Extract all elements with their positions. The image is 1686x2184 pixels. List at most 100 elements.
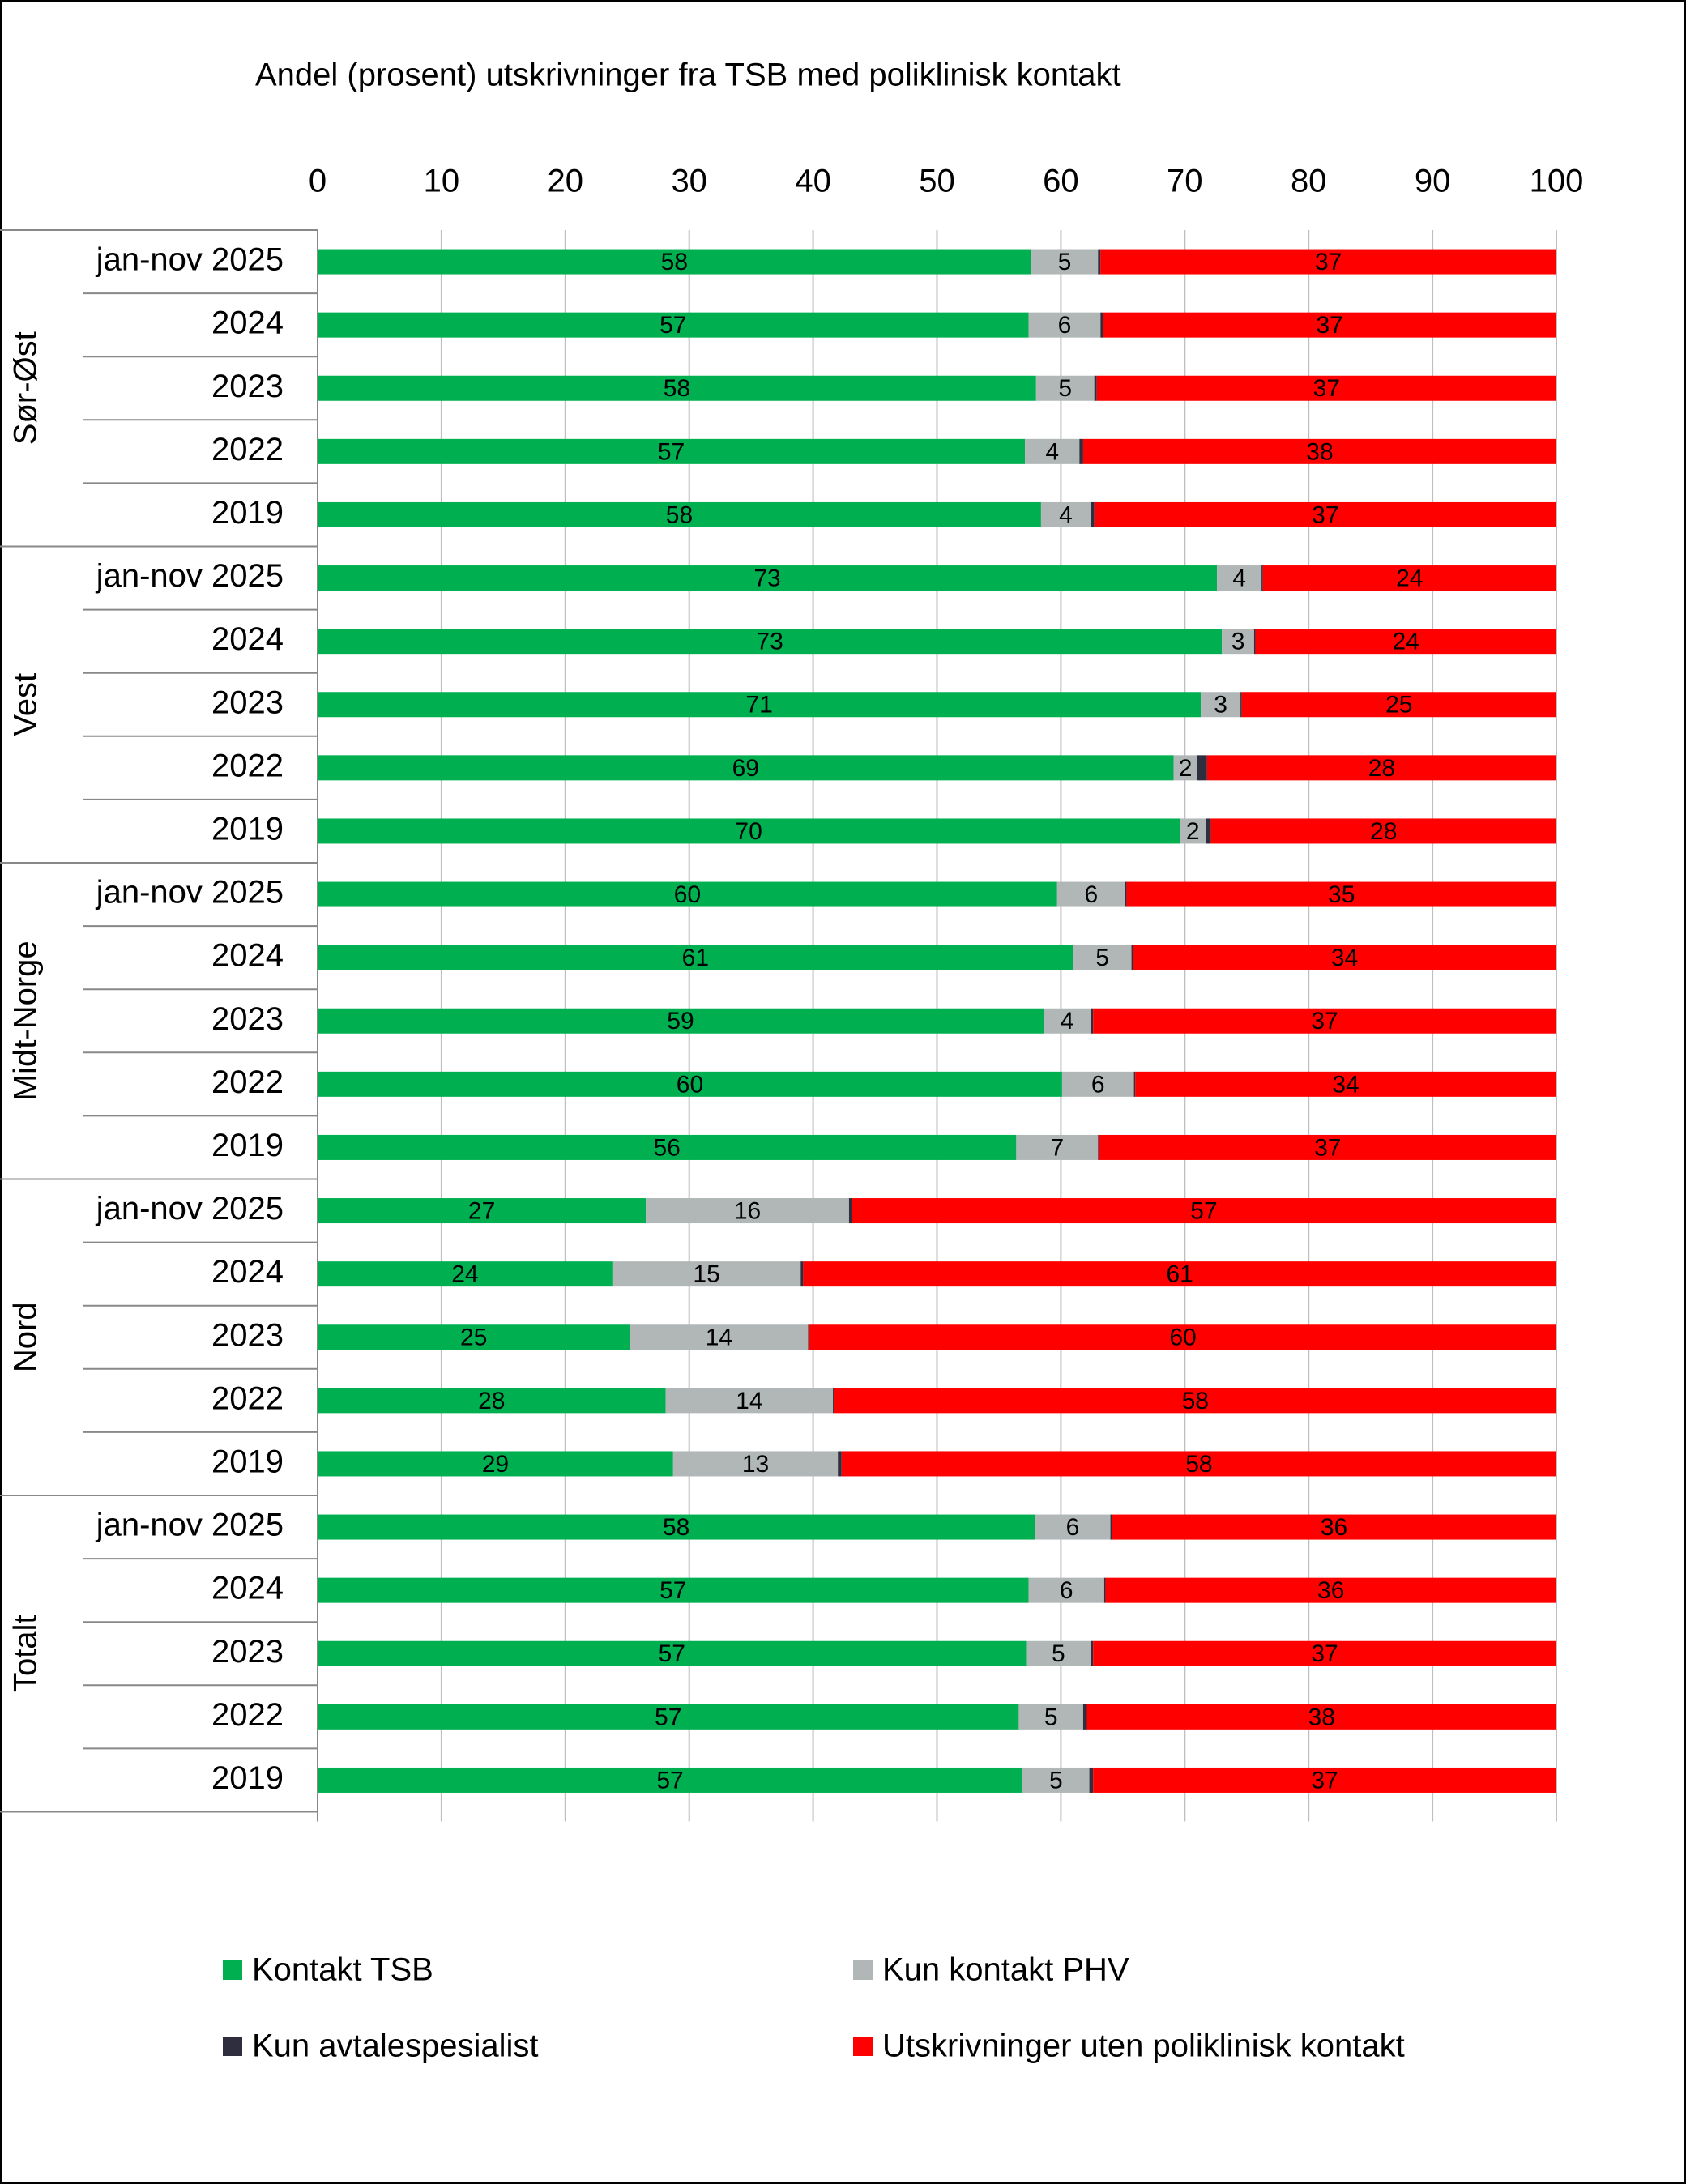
bar-segment (851, 1198, 1556, 1224)
bar-segment (1073, 945, 1132, 970)
data-label: 36 (1321, 1514, 1347, 1541)
bar-segment (1112, 1514, 1556, 1540)
data-label: 57 (659, 1577, 686, 1604)
bar-segment (1125, 881, 1127, 907)
data-label: 5 (1044, 1704, 1058, 1730)
data-label: 3 (1214, 692, 1227, 719)
bar-segment (318, 1388, 666, 1414)
bar-segment (1043, 1008, 1091, 1034)
bar-segment (318, 565, 1218, 591)
data-label: 57 (656, 1767, 683, 1794)
legend-swatch (223, 1960, 242, 1980)
bar-segment (612, 1261, 801, 1287)
data-label: 14 (706, 1324, 732, 1351)
data-label: 60 (674, 881, 701, 908)
legend-label: Kun kontakt PHV (882, 1952, 1129, 1988)
bar-segment (1026, 1640, 1091, 1666)
bar-segment (318, 818, 1180, 844)
bar-segment (1091, 1008, 1094, 1034)
data-label: 36 (1317, 1577, 1344, 1604)
data-label: 71 (745, 692, 772, 719)
bar-segment (834, 1388, 1556, 1414)
data-label: 70 (735, 818, 762, 845)
data-label: 37 (1311, 1640, 1338, 1667)
data-label: 58 (666, 501, 693, 528)
data-label: 6 (1066, 1514, 1080, 1541)
bar-segment (1100, 249, 1556, 275)
data-label: 57 (655, 1704, 681, 1730)
legend-label: Kun avtalespesialist (252, 2028, 539, 2064)
x-tick-label: 10 (424, 164, 460, 199)
bar-segment (1094, 501, 1556, 527)
x-tick-label: 30 (671, 164, 707, 199)
bar-segment (848, 1198, 852, 1224)
bar-segment (1082, 1704, 1087, 1730)
data-label: 4 (1045, 438, 1059, 465)
y-tick-label: 2024 (211, 1571, 284, 1606)
data-label: 58 (663, 1514, 689, 1541)
data-label: 4 (1059, 501, 1073, 528)
y-tick-label: 2022 (211, 1697, 284, 1733)
data-label: 3 (1231, 629, 1245, 655)
bar-segment (318, 1767, 1023, 1793)
y-tick-label: 2024 (211, 1254, 284, 1290)
bar-segment (318, 1008, 1044, 1034)
bar-segment (1056, 881, 1125, 907)
data-label: 37 (1313, 375, 1340, 402)
bar-segment (318, 945, 1073, 970)
bar-segment (318, 1261, 613, 1287)
bar-segment (1103, 312, 1556, 338)
x-tick-label: 0 (309, 164, 327, 199)
data-label: 2 (1179, 755, 1193, 782)
x-tick-label: 50 (919, 164, 955, 199)
data-label: 14 (736, 1388, 762, 1414)
bar-segment (838, 1451, 842, 1477)
bar-segment (1091, 1640, 1094, 1666)
bar-segment (1217, 565, 1262, 591)
data-label: 13 (742, 1451, 769, 1478)
y-tick-label: 2019 (211, 1760, 284, 1796)
data-label: 37 (1314, 1134, 1341, 1161)
data-label: 58 (1182, 1388, 1209, 1414)
bar-segment (630, 1324, 809, 1350)
bar-segment (318, 375, 1036, 401)
data-label: 6 (1085, 881, 1099, 908)
bar-segment (1206, 818, 1211, 844)
bar-segment (800, 1261, 804, 1287)
data-label: 60 (1169, 1324, 1196, 1351)
bar-segment (1210, 818, 1556, 844)
bar-segment (1255, 629, 1556, 655)
data-label: 25 (460, 1324, 487, 1351)
data-label: 37 (1312, 501, 1338, 528)
data-label: 28 (478, 1388, 505, 1414)
bar-segment (318, 881, 1057, 907)
legend-swatch (853, 2037, 873, 2056)
y-tick-label: 2023 (211, 1317, 284, 1353)
data-label: 61 (682, 945, 709, 971)
data-label: 34 (1332, 1071, 1359, 1098)
bar-segment (318, 692, 1202, 718)
y-tick-label: 2019 (211, 812, 284, 847)
bar-segment (1133, 1071, 1136, 1097)
x-tick-label: 70 (1167, 164, 1203, 199)
bar-segment (1135, 1071, 1556, 1097)
data-label: 4 (1061, 1008, 1074, 1034)
bar-segment (1082, 438, 1556, 464)
bar-segment (1206, 755, 1556, 781)
data-label: 24 (1393, 629, 1419, 655)
bar-segment (1099, 1134, 1556, 1160)
data-label: 57 (659, 1640, 685, 1667)
y-tick-label: 2022 (211, 1380, 284, 1416)
y-tick-label: 2023 (211, 369, 284, 404)
bar-segment (1100, 312, 1103, 338)
bar-segment (1022, 1767, 1090, 1793)
data-label: 73 (756, 629, 783, 655)
data-label: 73 (753, 565, 780, 591)
x-tick-label: 100 (1530, 164, 1584, 199)
legend-label: Utskrivninger uten poliklinisk kontakt (882, 2028, 1405, 2064)
bar-segment (318, 629, 1223, 655)
y-tick-label: 2023 (211, 1634, 284, 1670)
y-tick-label: jan-nov 2025 (96, 875, 284, 911)
group-label: Totalt (8, 1615, 44, 1692)
